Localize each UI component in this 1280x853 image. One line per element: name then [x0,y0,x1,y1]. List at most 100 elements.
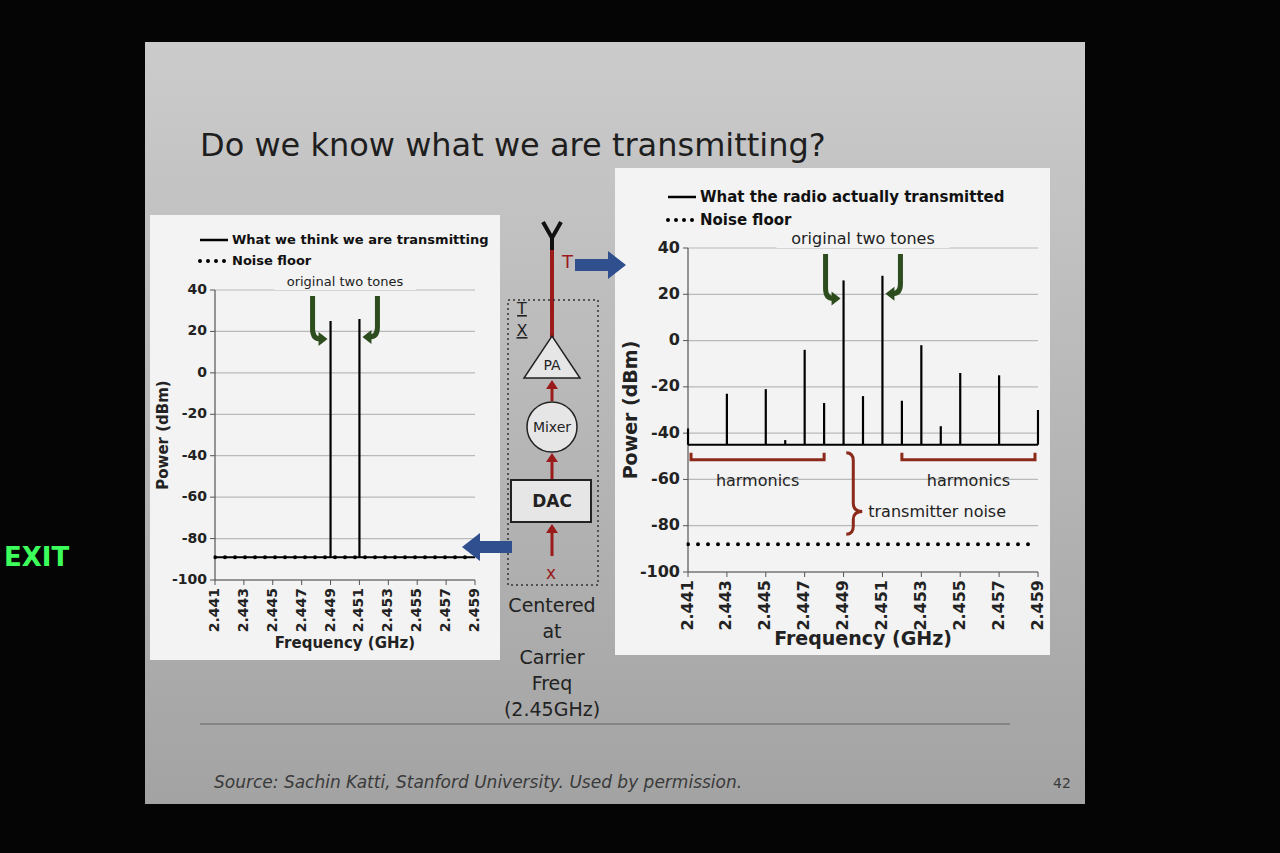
y-tick-label: 0 [669,330,680,349]
stem [804,350,806,445]
x-tick [359,580,360,585]
arrow-head [832,291,841,305]
block-diagram: TTXPAMixerDACxCenteredatCarrierFreq(2.45… [462,222,626,720]
x-tick-label: 2.453 [379,588,395,632]
stem [842,280,844,444]
x-tick-label: 2.455 [408,588,424,632]
tx-label: X [517,321,528,340]
arrow-head [546,524,558,533]
x-axis-title: Frequency (GHz) [774,627,952,649]
y-tick-label: -60 [182,488,208,504]
mixer-block [527,402,577,452]
x-tick-label: 2.451 [350,588,366,632]
room-background [0,0,1280,853]
y-tick [210,372,215,373]
x-tick-label: 2.459 [1028,580,1047,631]
x-tick [215,580,216,585]
y-tick-label: 20 [658,284,680,303]
x-tick [921,572,922,577]
y-axis-title: Power (dBm) [619,341,641,480]
legend-label: Noise floor [232,253,312,268]
annotation: original two tones [287,274,404,289]
annotation-arrow [826,254,834,298]
grid-line [215,331,475,332]
x-tick [688,572,689,577]
page-number: 42 [1053,775,1071,791]
rf-line [550,250,554,338]
x-tick [1038,572,1039,577]
stem [358,319,360,557]
stem [823,403,825,445]
annotation: transmitter noise [868,502,1006,521]
stem [726,394,728,445]
x-tick [243,580,244,585]
dac-block [511,480,591,522]
legend-swatch [200,259,228,263]
x-tick [388,580,389,585]
line-series [688,542,1038,546]
stem [901,401,903,445]
y-tick [210,290,215,291]
legend-label: Noise floor [700,211,792,229]
x-tick [301,580,302,585]
x-tick-label: 2.447 [794,580,813,631]
grid-line [688,525,1038,526]
signal-arrow [551,530,554,556]
transmitter-box [508,300,598,585]
stem [1037,410,1039,445]
arrow-head [362,330,371,344]
x-tick-label: 2.449 [833,580,852,631]
arrow-head [319,332,328,346]
x-tick-label: 2.449 [322,588,338,632]
output-arrow [575,251,626,279]
grid-line [215,497,475,498]
annotation: original two tones [791,229,935,248]
y-tick-label: -20 [182,405,208,421]
stem [687,429,689,445]
y-tick [683,479,688,480]
y-tick [683,572,688,573]
y-tick-label: -40 [182,447,208,463]
y-tick-label: -80 [182,530,208,546]
marks [688,276,1038,544]
x-tick [330,580,331,585]
chart-panel [615,168,1050,655]
y-tick [210,455,215,456]
input-label: x [546,563,556,583]
y-tick [210,331,215,332]
stem [862,396,864,445]
x-tick-label: 2.443 [716,580,735,631]
x-tick [765,572,766,577]
block-label: PA [543,357,561,373]
grid-line [688,386,1038,387]
grid-line [215,414,475,415]
grid-line [215,372,475,373]
stem [920,345,922,445]
annotation: harmonics [927,471,1010,490]
x-tick [272,580,273,585]
stem [940,426,942,445]
x-tick [475,580,476,585]
y-tick [683,386,688,387]
grid-line [688,294,1038,295]
y-tick-label: 40 [658,238,680,257]
stem [329,321,331,557]
y-axis [214,290,215,580]
grid-line [688,571,1038,572]
y-tick-label: -40 [651,423,680,442]
arrow-head [546,380,558,389]
y-tick [683,248,688,249]
x-tick-label: 2.457 [437,588,453,632]
block-label: Mixer [533,419,571,435]
x-tick-label: 2.445 [264,588,280,632]
annotation-brace [846,453,862,535]
x-tick [960,572,961,577]
diagram-caption: (2.45GHz) [504,698,600,720]
footer-rule [200,723,1010,725]
y-tick-label: -80 [651,515,680,534]
x-tick-label: 2.447 [293,588,309,632]
input-arrow [462,533,512,561]
y-tick [683,525,688,526]
y-tick [210,414,215,415]
exit-sign: EXIT [4,542,69,572]
